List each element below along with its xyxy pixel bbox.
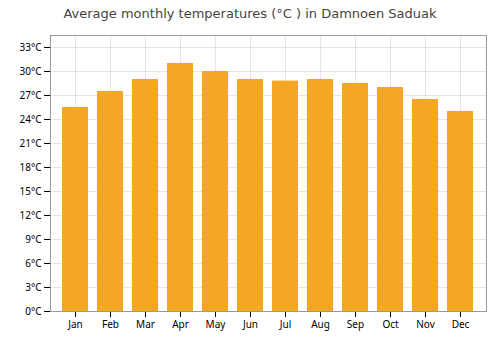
svg-text:0°C: 0°C bbox=[25, 304, 42, 318]
svg-text:30°C: 30°C bbox=[19, 64, 42, 78]
svg-text:3°C: 3°C bbox=[25, 280, 42, 294]
svg-text:9°C: 9°C bbox=[25, 232, 42, 246]
svg-text:Jun: Jun bbox=[242, 317, 258, 331]
svg-text:12°C: 12°C bbox=[19, 208, 42, 222]
svg-text:27°C: 27°C bbox=[19, 88, 42, 102]
svg-text:24°C: 24°C bbox=[19, 112, 42, 126]
svg-text:Jul: Jul bbox=[279, 317, 292, 331]
svg-text:Mar: Mar bbox=[136, 317, 155, 331]
svg-text:Dec: Dec bbox=[452, 317, 470, 331]
svg-text:15°C: 15°C bbox=[19, 184, 42, 198]
svg-text:33°C: 33°C bbox=[19, 40, 42, 54]
svg-text:Oct: Oct bbox=[382, 317, 399, 331]
svg-text:Feb: Feb bbox=[102, 317, 119, 331]
svg-text:6°C: 6°C bbox=[25, 256, 42, 270]
svg-text:Jan: Jan bbox=[67, 317, 83, 331]
svg-text:18°C: 18°C bbox=[19, 160, 42, 174]
svg-text:Sep: Sep bbox=[347, 317, 364, 331]
svg-text:Nov: Nov bbox=[416, 317, 435, 331]
svg-text:Apr: Apr bbox=[172, 317, 189, 331]
svg-text:21°C: 21°C bbox=[19, 136, 42, 150]
html-text:Average monthly temperatures (: Average monthly temperatures (°C ) in Da… bbox=[63, 6, 437, 21]
svg-text:May: May bbox=[206, 317, 227, 331]
svg-text:Aug: Aug bbox=[311, 317, 330, 331]
